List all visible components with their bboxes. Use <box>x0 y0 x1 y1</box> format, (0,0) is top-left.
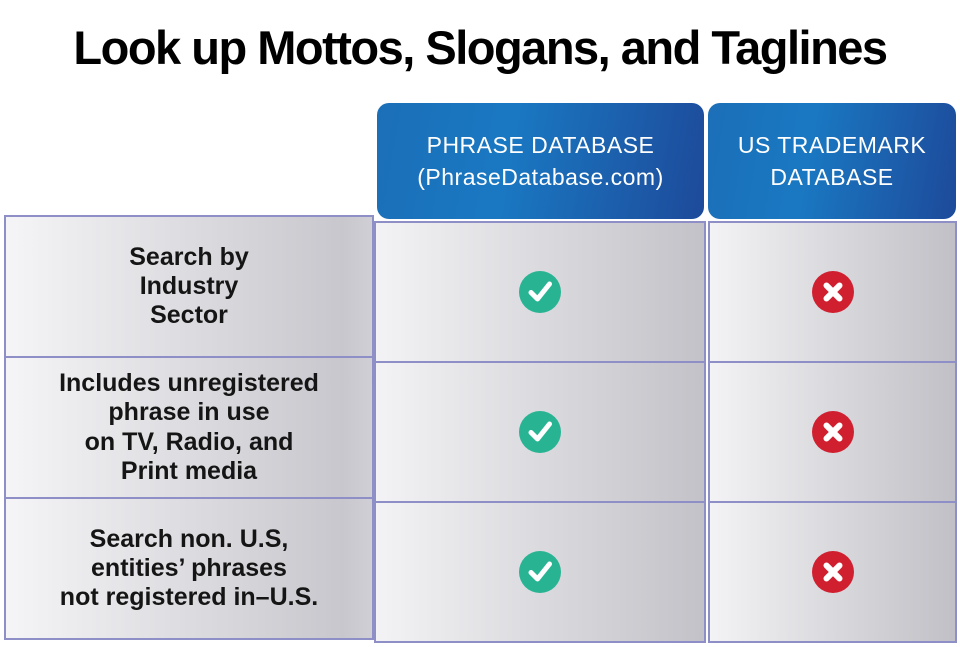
check-glyph <box>528 421 552 442</box>
column-name: US TRADEMARK <box>737 131 927 158</box>
column-header-phrase-database: PHRASE DATABASE (PhraseDatabase.com) <box>377 103 704 219</box>
feature-line: Industry <box>139 271 239 300</box>
feature-cell-non-us-entities: Search non. U.S, entities’ phrases not r… <box>6 497 372 638</box>
feature-cell-search-by-industry: Search by Industry Sector <box>6 217 372 356</box>
check-glyph <box>528 281 552 302</box>
x-glyph <box>823 282 842 302</box>
column-header-us-trademark: US TRADEMARK DATABASE <box>708 103 956 219</box>
feature-line: on TV, Radio, and <box>84 427 294 456</box>
phrase-database-result-column <box>374 221 706 643</box>
result-cell <box>710 223 955 361</box>
feature-line: Sector <box>150 301 228 330</box>
page-title: Look up Mottos, Slogans, and Taglines <box>73 21 888 74</box>
feature-line: Search non. U.S, <box>89 524 289 553</box>
feature-line: Search by <box>129 242 249 271</box>
x-icon <box>811 411 854 453</box>
column-name: PHRASE DATABASE <box>426 131 655 158</box>
check-icon <box>519 271 561 313</box>
x-glyph <box>823 562 842 582</box>
check-icon <box>519 551 561 593</box>
result-cell <box>710 501 955 641</box>
feature-line: phrase in use <box>108 398 270 427</box>
feature-line: entities’ phrases <box>91 553 287 582</box>
column-subtitle: DATABASE <box>770 164 894 190</box>
x-glyph <box>823 422 842 442</box>
feature-line: Print media <box>120 456 258 485</box>
x-icon <box>811 551 854 593</box>
us-trademark-result-column <box>708 221 957 643</box>
result-cell <box>710 361 955 501</box>
feature-cell-unregistered-phrases: Includes unregistered phrase in use on T… <box>6 356 372 497</box>
result-cell <box>376 501 704 641</box>
column-subtitle: (PhraseDatabase.com) <box>417 164 664 190</box>
feature-line: not registered in–U.S. <box>59 583 319 612</box>
x-icon <box>811 271 854 313</box>
feature-line: Includes unregistered <box>59 369 319 397</box>
feature-label-column: Search by Industry Sector Includes unreg… <box>4 215 374 640</box>
check-glyph <box>528 561 552 582</box>
result-cell <box>376 361 704 501</box>
result-cell <box>376 223 704 361</box>
check-icon <box>519 411 561 453</box>
